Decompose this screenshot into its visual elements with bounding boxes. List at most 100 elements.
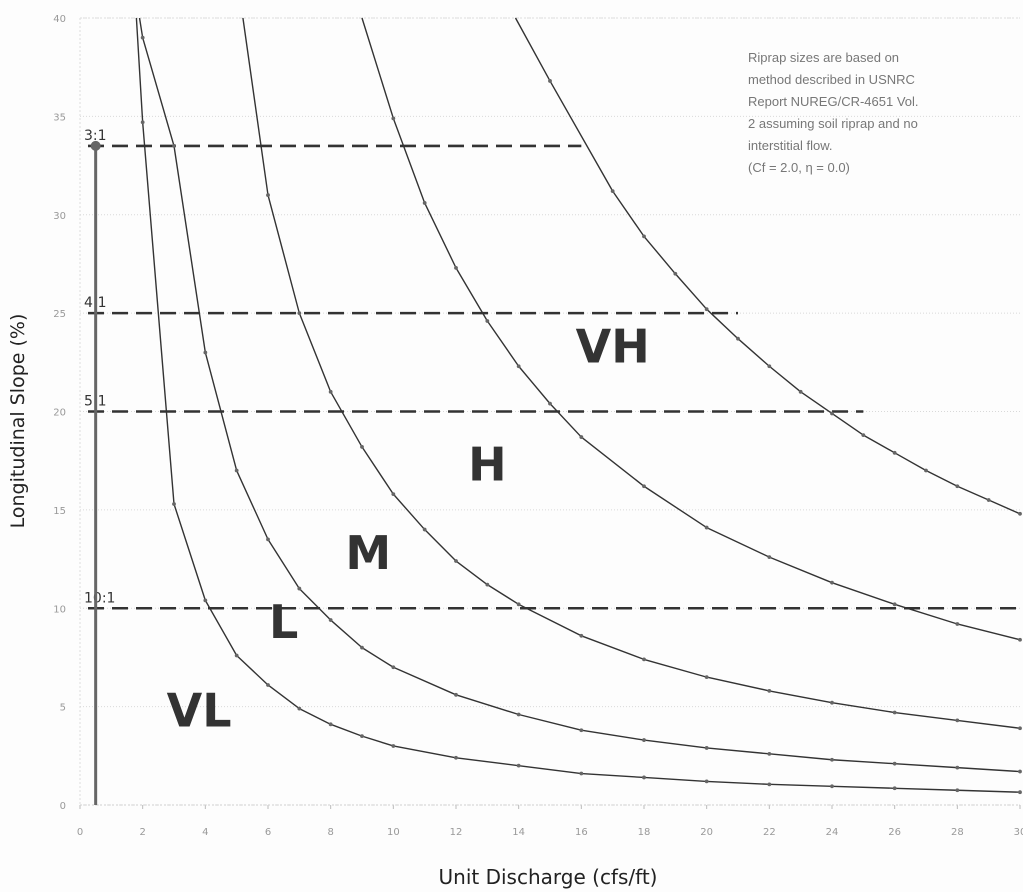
curve-point xyxy=(548,401,552,406)
annotation-line: Report NUREG/CR-4651 Vol. xyxy=(748,94,919,109)
curve-point xyxy=(892,710,897,715)
curve-point xyxy=(485,582,490,587)
curve-point xyxy=(704,307,709,312)
curve-point xyxy=(986,498,991,502)
curve-point xyxy=(266,683,270,687)
y-tick-label: 40 xyxy=(53,14,66,25)
y-tick-label: 35 xyxy=(53,112,66,123)
curve-point xyxy=(422,201,427,205)
curve-point xyxy=(642,738,646,742)
curve-point xyxy=(767,364,772,369)
x-tick-label: 6 xyxy=(265,827,271,838)
y-tick-label: 25 xyxy=(53,309,66,320)
ratio-label: 3:1 xyxy=(84,128,107,144)
curve-point xyxy=(892,786,897,791)
curve-point xyxy=(266,193,270,197)
riprap-curve-2 xyxy=(138,17,1021,773)
curve-point xyxy=(1018,790,1022,795)
curve-point xyxy=(830,700,834,705)
curve-point xyxy=(1018,726,1022,731)
y-axis-label: Longitudinal Slope (%) xyxy=(7,314,29,529)
ratio-label: 10:1 xyxy=(84,590,115,606)
curve-point xyxy=(830,784,834,789)
x-tick-label: 26 xyxy=(888,827,901,838)
x-axis-label: Unit Discharge (cfs/ft) xyxy=(439,865,658,889)
curve-point xyxy=(642,657,646,662)
curve-point xyxy=(1018,511,1022,516)
x-tick-label: 2 xyxy=(139,827,145,838)
curve-point xyxy=(454,692,458,697)
zone-label-vl: VL xyxy=(167,683,232,737)
curve-point xyxy=(391,744,396,748)
x-tick-label: 20 xyxy=(700,827,713,838)
curve-point xyxy=(704,525,709,530)
curve-point xyxy=(955,765,960,770)
x-tick-label: 8 xyxy=(327,827,333,838)
curve-point xyxy=(328,618,333,622)
curve-point xyxy=(454,755,458,760)
curve-point xyxy=(172,143,176,148)
y-tick-label: 5 xyxy=(60,703,66,714)
curve-point xyxy=(297,706,302,711)
curve-point xyxy=(798,389,803,394)
annotation-line: Riprap sizes are based on xyxy=(748,50,899,65)
curve-point xyxy=(172,502,176,506)
curve-point xyxy=(203,598,208,603)
y-tick-label: 15 xyxy=(53,506,66,517)
curve-point xyxy=(297,586,302,591)
curve-point xyxy=(140,120,145,125)
riprap-curve-5 xyxy=(514,17,1021,515)
x-tick-label: 22 xyxy=(763,827,776,838)
x-tick-label: 18 xyxy=(638,827,651,838)
curve-point xyxy=(955,788,960,793)
curve-point xyxy=(1018,637,1022,642)
curve-point xyxy=(485,319,490,323)
curve-point xyxy=(830,757,834,762)
curve-point xyxy=(704,675,709,680)
curve-point xyxy=(516,364,521,369)
vertical-marker-layer xyxy=(90,140,101,805)
series-layer xyxy=(135,17,1022,795)
curve-point xyxy=(140,35,145,40)
x-tick-label: 12 xyxy=(450,827,463,838)
x-tick-label: 4 xyxy=(202,827,208,838)
curve-point xyxy=(579,435,584,439)
curve-point xyxy=(579,633,584,638)
curve-point xyxy=(328,722,333,727)
zone-labels: VL LM H VH xyxy=(167,319,650,737)
curve-point xyxy=(767,782,772,787)
curve-point xyxy=(924,468,928,473)
curve-point xyxy=(391,116,396,121)
curve-point xyxy=(454,265,458,270)
curve-point xyxy=(642,775,646,780)
annotation-line: interstitial flow. xyxy=(748,138,833,153)
curve-point xyxy=(203,350,208,355)
curve-point xyxy=(579,728,584,733)
curve-point xyxy=(955,718,960,723)
curve-point xyxy=(767,688,772,693)
x-tick-label: 24 xyxy=(826,827,839,838)
x-tick-label: 14 xyxy=(512,827,525,838)
zone-label-m: M xyxy=(345,526,391,580)
x-tick-label: 0 xyxy=(77,827,83,838)
curve-point xyxy=(579,771,584,776)
curve-point xyxy=(892,450,897,455)
riprap-curve-1 xyxy=(135,17,1021,793)
y-tick-label: 30 xyxy=(53,211,66,222)
curve-point xyxy=(266,537,270,542)
curve-point xyxy=(548,79,552,83)
x-tick-label: 10 xyxy=(387,827,400,838)
annotation-line: 2 assuming soil riprap and no xyxy=(748,116,918,131)
curve-point xyxy=(955,484,960,489)
curve-point xyxy=(767,751,772,756)
curve-point xyxy=(642,234,646,239)
riprap-curve-3 xyxy=(242,17,1021,729)
curve-point xyxy=(391,492,396,497)
curve-point xyxy=(673,271,678,276)
curve-point xyxy=(516,602,521,607)
annotation-note: Riprap sizes are based on method describe… xyxy=(748,50,919,175)
reference-lines: 3:14:15:110:1 xyxy=(84,128,1020,610)
